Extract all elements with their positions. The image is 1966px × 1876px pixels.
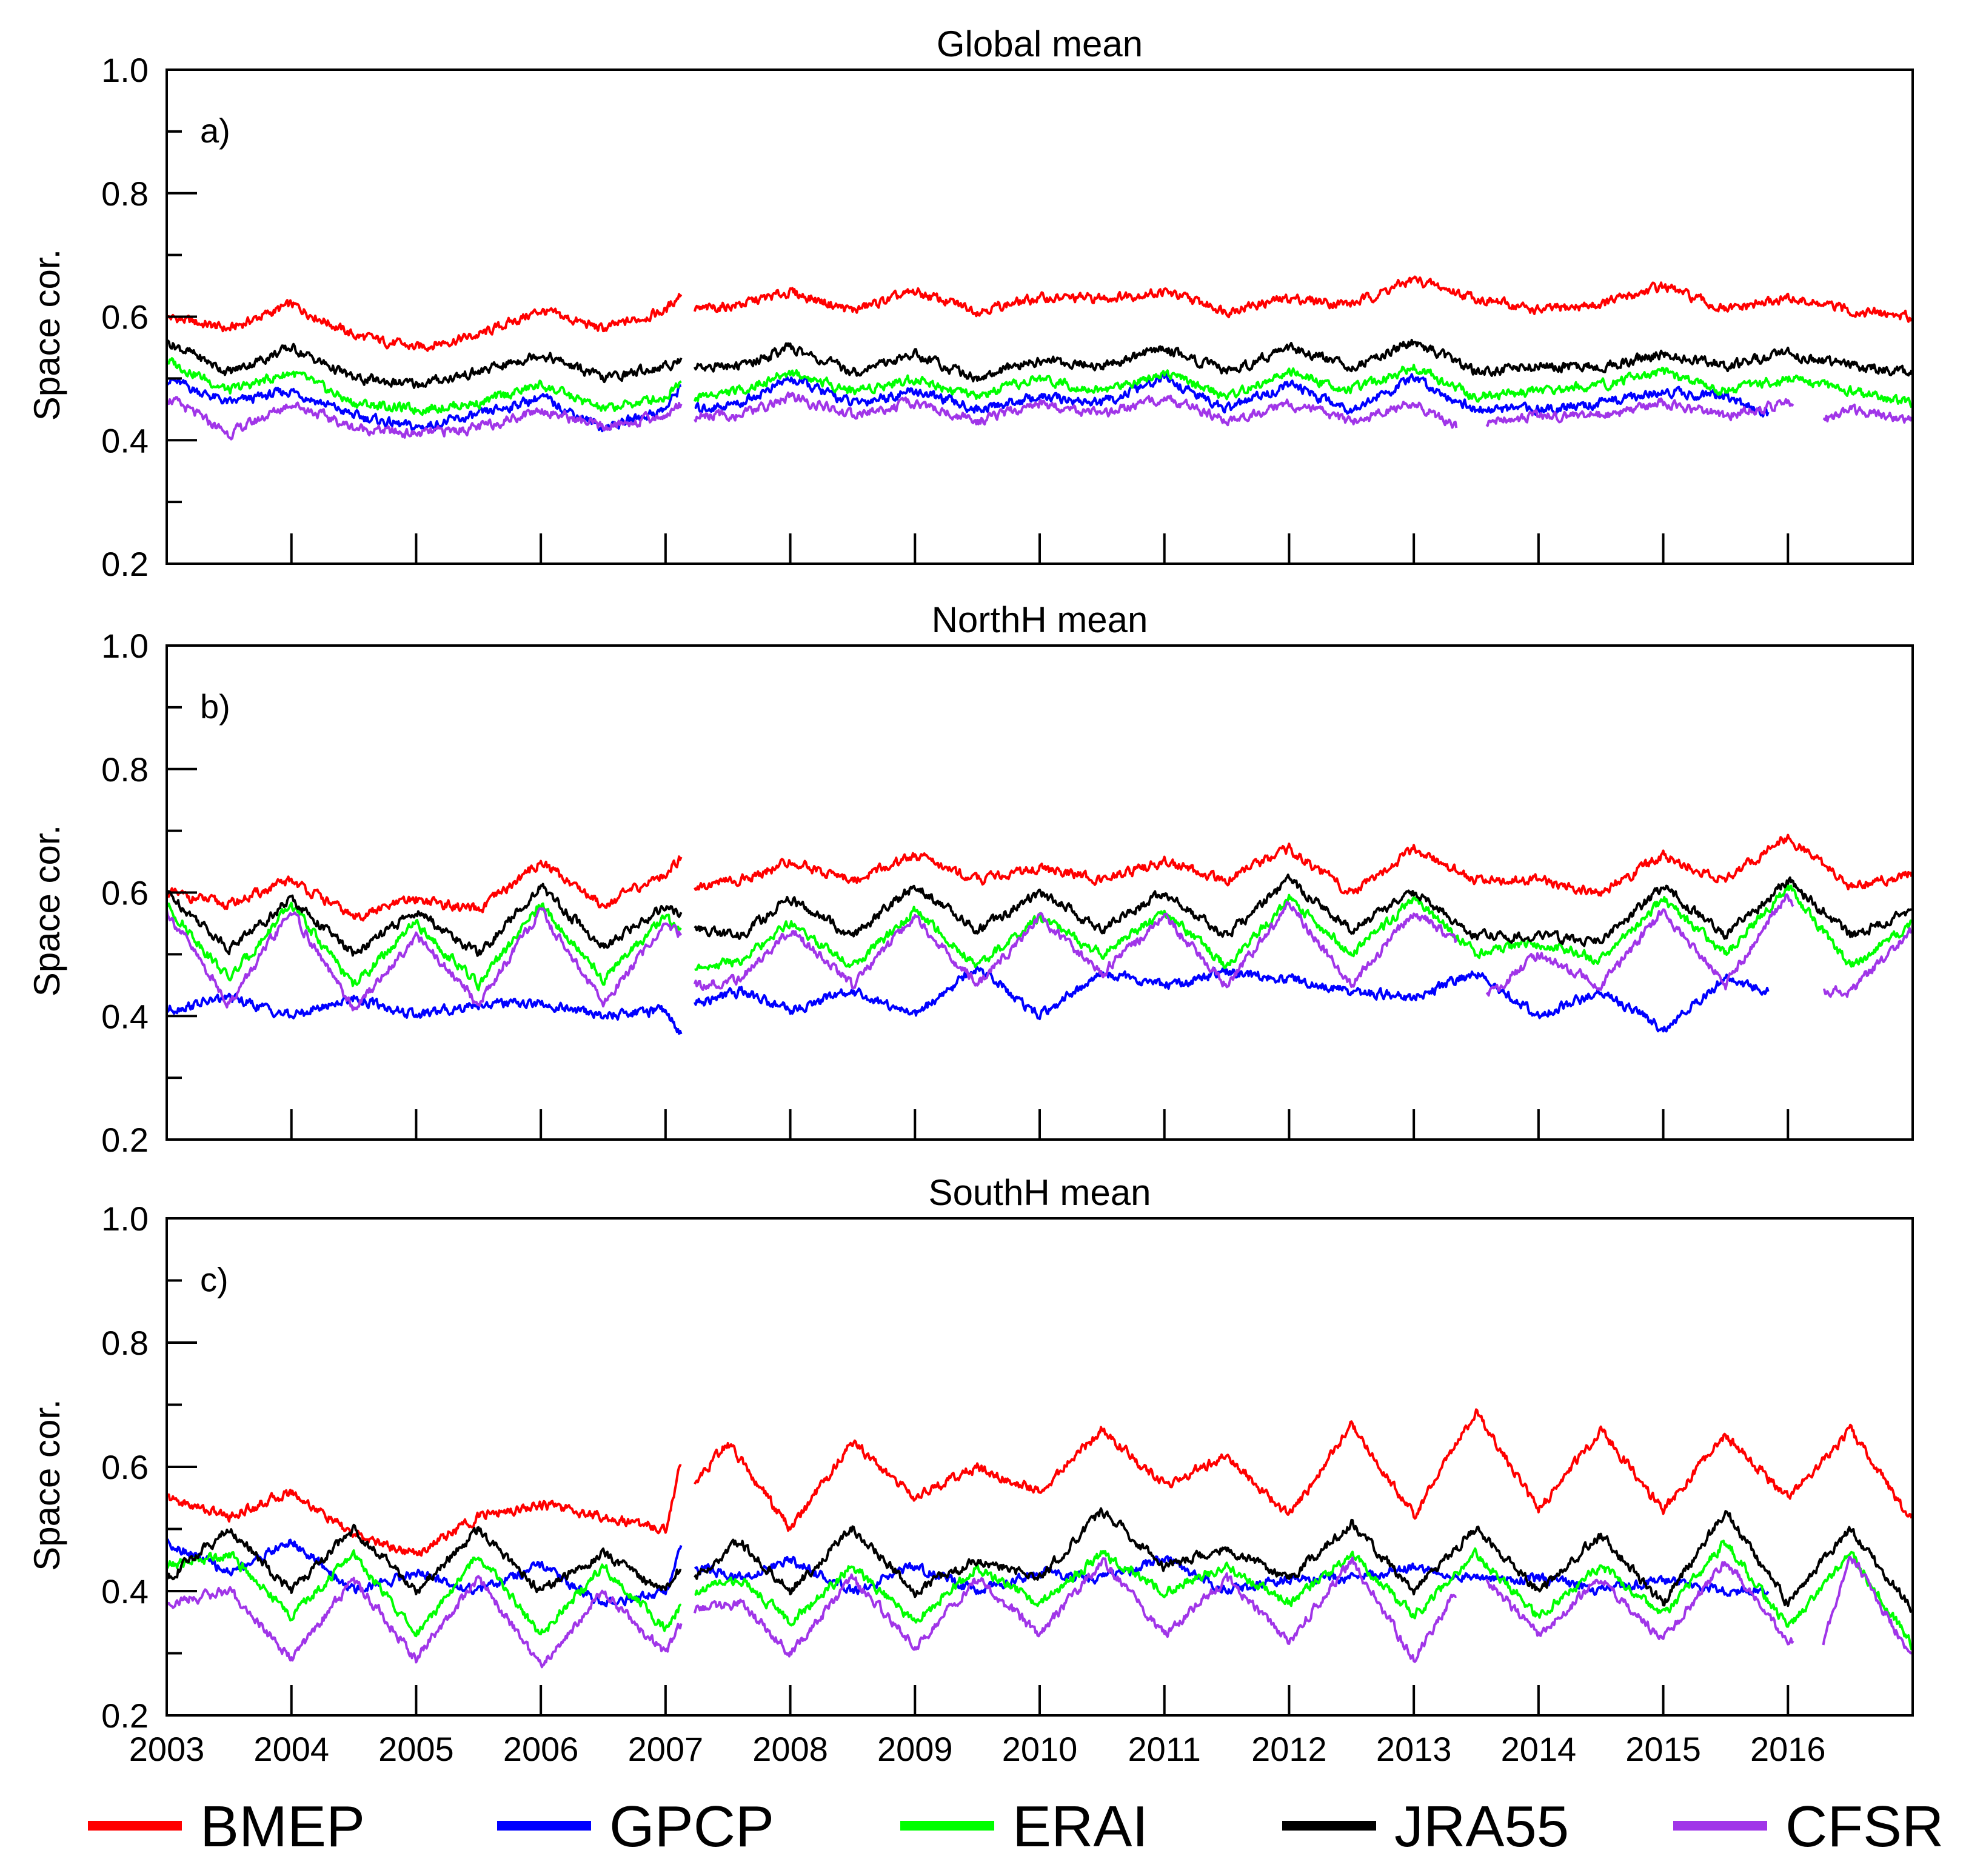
legend-item-gpcp: GPCP (497, 1794, 774, 1859)
legend-label: ERAI (1012, 1794, 1148, 1859)
y-tick-label: 0.4 (101, 1572, 149, 1611)
series-line-cfsr (166, 893, 1913, 1012)
y-tick-label: 1.0 (101, 627, 149, 665)
y-tick-label: 0.2 (101, 1121, 149, 1159)
y-tick-label: 0.4 (101, 421, 149, 459)
y-tick-label: 0.2 (101, 1697, 149, 1735)
x-tick-label: 2006 (503, 1730, 579, 1768)
plot-frame (166, 68, 1914, 565)
series-line-bmep (166, 1408, 1913, 1557)
y-axis-label: Space cor. (27, 1399, 67, 1571)
x-tick-label: 2012 (1251, 1730, 1327, 1768)
y-tick-label: 0.8 (101, 750, 149, 789)
legend-item-erai: ERAI (900, 1794, 1148, 1859)
y-axis-label: Space cor. (27, 249, 67, 421)
series-line-erai (166, 883, 1912, 992)
series-line-cfsr (166, 391, 1913, 441)
x-tick-label: 2014 (1501, 1730, 1577, 1768)
legend-label: GPCP (609, 1794, 774, 1859)
panel-title: Global mean (937, 24, 1143, 64)
x-tick-label: 2010 (1002, 1730, 1078, 1768)
series-line-cfsr (166, 1555, 1912, 1669)
legend-item-bmep: BMEP (88, 1794, 365, 1859)
panel-title: SouthH mean (929, 1172, 1151, 1213)
panel-letter: b) (200, 687, 230, 726)
x-tick-label: 2004 (253, 1730, 329, 1768)
x-tick-label: 2009 (877, 1730, 953, 1768)
series-line-erai (166, 1540, 1913, 1651)
series-line-bmep (166, 833, 1913, 922)
y-tick-label: 0.6 (101, 1448, 149, 1486)
series-line-gpcp (166, 1538, 1770, 1607)
legend-label: JRA55 (1394, 1794, 1569, 1859)
series-line-gpcp (166, 966, 1770, 1035)
legend: BMEP GPCP ERAI JRA55 CFSR (88, 1794, 1944, 1859)
x-tick-label: 2013 (1376, 1730, 1452, 1768)
x-tick-label: 2005 (378, 1730, 454, 1768)
legend-label: CFSR (1785, 1794, 1944, 1859)
series-line-bmep (166, 275, 1913, 352)
x-tick-label: 2016 (1750, 1730, 1826, 1768)
x-tick-label: 2015 (1625, 1730, 1701, 1768)
legend-item-jra55: JRA55 (1282, 1794, 1569, 1859)
legend-item-cfsr: CFSR (1673, 1794, 1944, 1859)
y-tick-label: 1.0 (101, 1200, 149, 1238)
x-tick-label: 2007 (628, 1730, 704, 1768)
y-tick-label: 0.4 (101, 997, 149, 1035)
x-tick-label: 2008 (752, 1730, 828, 1768)
series-line-jra55 (166, 1507, 1913, 1613)
x-tick-label: 2003 (129, 1730, 205, 1768)
y-tick-label: 0.2 (101, 545, 149, 583)
legend-label: BMEP (200, 1794, 365, 1859)
y-tick-label: 0.6 (101, 874, 149, 912)
y-tick-label: 1.0 (101, 51, 149, 89)
panel-b: 0.2 0.4 0.6 0.8 1.0 NorthH mean b) Space cor. (27, 599, 1914, 1159)
panel-letter: c) (200, 1261, 229, 1299)
series-line-jra55 (166, 873, 1912, 957)
series-line-erai (166, 357, 1913, 416)
panel-a: 0.2 0.4 0.6 0.8 1.0 Global mean a) Space cor. (27, 24, 1914, 583)
panel-title: NorthH mean (932, 599, 1148, 640)
panel-letter: a) (200, 112, 230, 150)
y-axis-label: Space cor. (27, 825, 67, 997)
series-line-jra55 (166, 338, 1913, 389)
panel-c: 0.2 0.4 0.6 0.8 1.0 2003 2004 2005 2006 2007 2008 2… (27, 1172, 1914, 1768)
x-tick-label: 2011 (1128, 1730, 1201, 1768)
y-tick-label: 0.6 (101, 298, 149, 336)
y-tick-label: 0.8 (101, 1324, 149, 1362)
y-tick-label: 0.8 (101, 175, 149, 213)
